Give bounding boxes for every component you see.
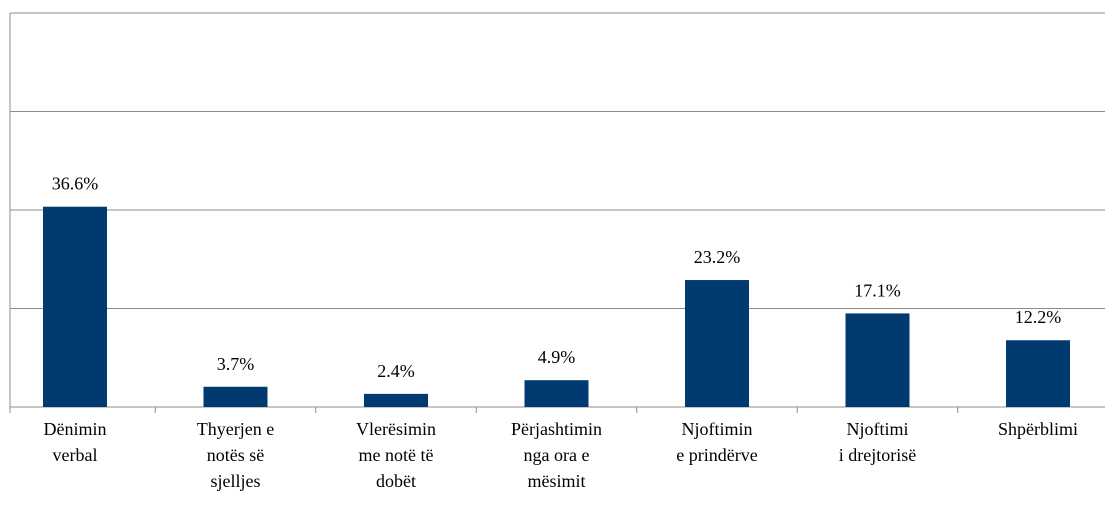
x-tick-label: Vlerësimin me notë të dobët (356, 419, 436, 491)
x-tick-label: Njoftimin e prindërve (676, 419, 757, 465)
value-label: 3.7% (217, 354, 255, 374)
value-label: 2.4% (377, 361, 415, 381)
bar (1006, 340, 1070, 407)
value-label: 36.6% (52, 174, 99, 194)
x-tick-label: Përjashtimin nga ora e mësimit (511, 419, 602, 491)
value-label: 23.2% (694, 247, 741, 267)
bar (524, 380, 589, 407)
x-tick-label: Shpërblimi (998, 419, 1078, 439)
bar (685, 280, 749, 407)
value-label: 17.1% (854, 280, 901, 300)
x-tick-label: Dënimin verbal (44, 419, 107, 465)
bar (845, 313, 910, 407)
bar (364, 393, 428, 407)
x-tick-label: Njoftimi i drejtorisë (839, 419, 916, 465)
bar (43, 206, 107, 407)
value-label: 12.2% (1015, 307, 1062, 327)
value-label: 4.9% (538, 347, 576, 367)
bar (203, 386, 268, 407)
x-tick-label: Thyerjen e notës së sjelljes (197, 419, 274, 491)
